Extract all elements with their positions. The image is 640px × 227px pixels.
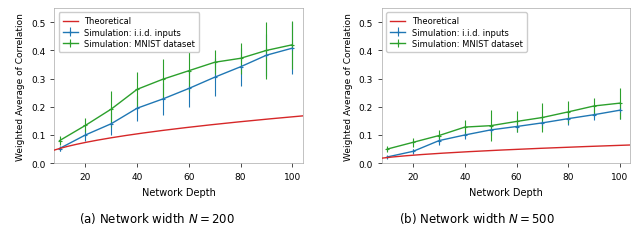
Line: Theoretical: Theoretical [382, 145, 630, 158]
Theoretical [588, 145, 595, 148]
Theoretical [378, 157, 386, 160]
Theoretical [198, 125, 205, 128]
Theoretical [379, 157, 387, 160]
Theoretical [530, 148, 538, 150]
Theoretical [627, 144, 634, 147]
Legend: Theoretical, Simulation: i.i.d. inputs, Simulation: MNIST dataset: Theoretical, Simulation: i.i.d. inputs, … [59, 13, 200, 53]
X-axis label: Network Depth: Network Depth [141, 187, 216, 197]
Line: Theoretical: Theoretical [54, 116, 303, 150]
Y-axis label: Weighted Average of Correlation: Weighted Average of Correlation [344, 13, 353, 160]
X-axis label: Network Depth: Network Depth [469, 187, 543, 197]
Legend: Theoretical, Simulation: i.i.d. inputs, Simulation: MNIST dataset: Theoretical, Simulation: i.i.d. inputs, … [387, 13, 527, 53]
Theoretical [604, 145, 611, 148]
Text: (b) Network width $N = 500$: (b) Network width $N = 500$ [399, 210, 555, 225]
Theoretical [260, 118, 268, 121]
Theoretical [51, 149, 58, 152]
Theoretical [526, 148, 534, 151]
Text: (a) Network width $N = 200$: (a) Network width $N = 200$ [79, 210, 235, 225]
Theoretical [202, 124, 210, 127]
Theoretical [276, 117, 284, 120]
Theoretical [525, 148, 533, 151]
Theoretical [51, 149, 59, 151]
Theoretical [198, 125, 206, 128]
Theoretical [299, 115, 307, 118]
Y-axis label: Weighted Average of Correlation: Weighted Average of Correlation [17, 13, 26, 160]
